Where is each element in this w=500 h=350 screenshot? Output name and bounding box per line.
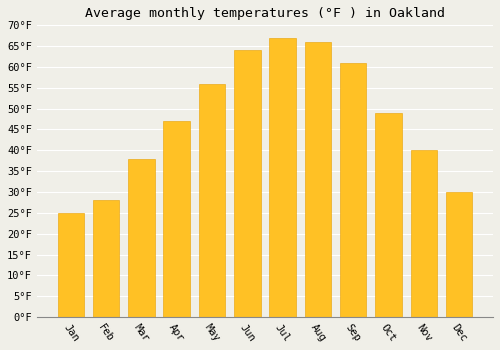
Bar (58, 213, 84, 317)
Bar (340, 63, 366, 317)
Bar (304, 42, 331, 317)
Title: Average monthly temperatures (°F ) in Oakland: Average monthly temperatures (°F ) in Oa… (85, 7, 445, 20)
Bar (198, 84, 225, 317)
Bar (128, 159, 154, 317)
Bar (164, 121, 190, 317)
Bar (410, 150, 437, 317)
Bar (234, 50, 260, 317)
Bar (93, 200, 120, 317)
Bar (446, 192, 472, 317)
Bar (270, 38, 296, 317)
Bar (375, 113, 402, 317)
